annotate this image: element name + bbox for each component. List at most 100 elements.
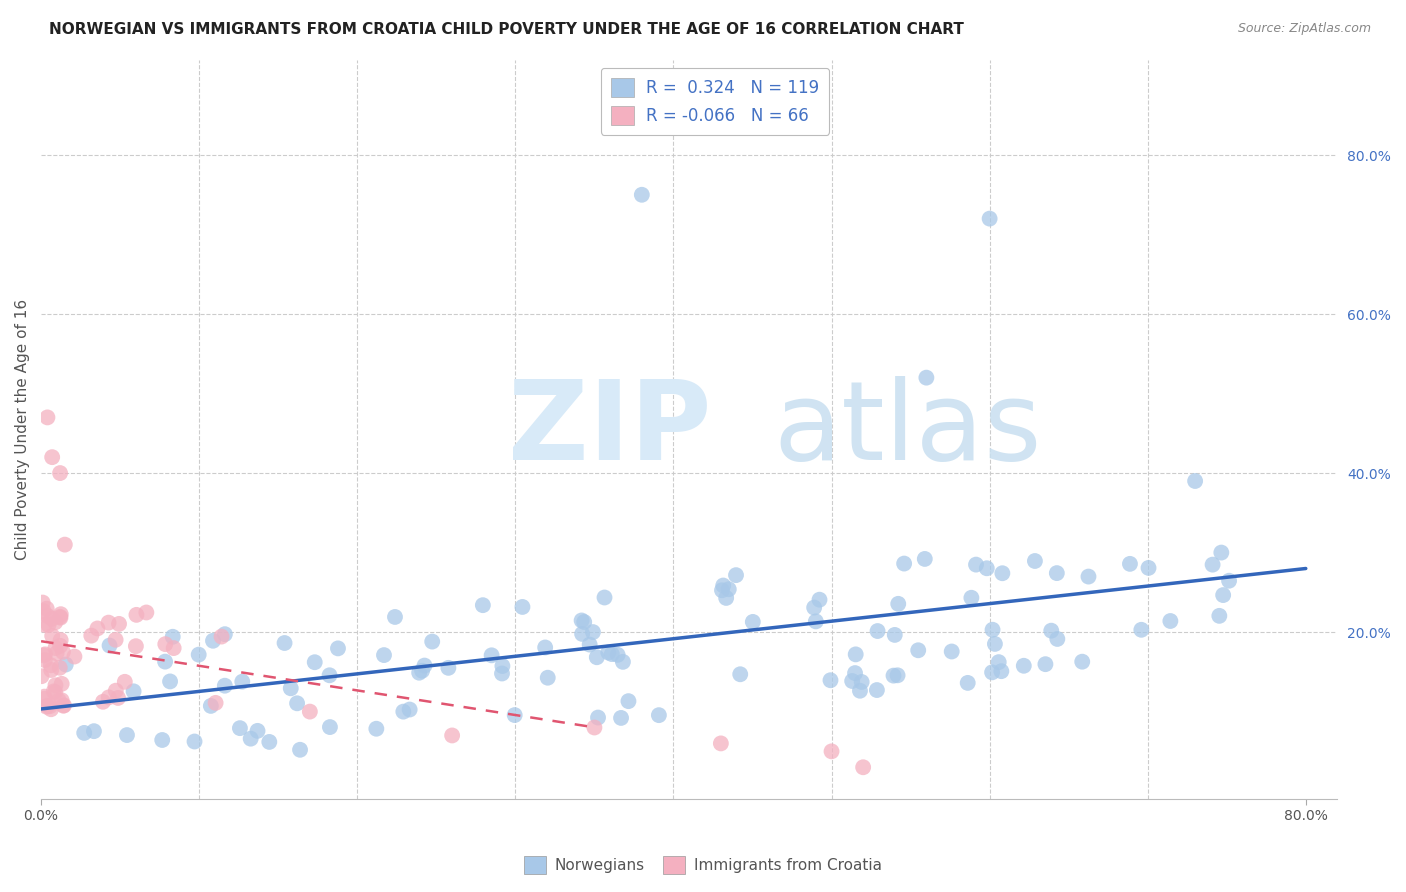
Point xyxy=(882,668,904,682)
Point xyxy=(107,690,129,705)
Point xyxy=(808,592,831,607)
Point xyxy=(866,624,889,638)
Point xyxy=(886,668,908,682)
Point xyxy=(318,668,340,682)
Point xyxy=(1212,588,1234,602)
Point xyxy=(183,734,205,748)
Point xyxy=(907,643,929,657)
Point xyxy=(229,721,252,735)
Point xyxy=(437,661,460,675)
Point xyxy=(125,607,148,622)
Point xyxy=(1201,558,1223,572)
Text: ZIP: ZIP xyxy=(508,376,711,483)
Point xyxy=(98,639,121,653)
Point xyxy=(273,636,295,650)
Point xyxy=(845,648,868,662)
Point xyxy=(373,648,395,662)
Point xyxy=(598,646,620,660)
Point xyxy=(915,370,938,384)
Point xyxy=(965,558,987,572)
Point xyxy=(122,684,145,698)
Point xyxy=(55,657,77,672)
Point xyxy=(125,639,148,653)
Point xyxy=(304,655,326,669)
Point xyxy=(1040,624,1063,638)
Point xyxy=(280,681,302,696)
Point xyxy=(1184,474,1206,488)
Point xyxy=(398,702,420,716)
Point xyxy=(990,664,1012,678)
Point xyxy=(214,627,236,641)
Point xyxy=(214,679,236,693)
Point xyxy=(960,591,983,605)
Point xyxy=(44,685,66,699)
Point xyxy=(35,698,58,713)
Point xyxy=(41,450,63,465)
Point xyxy=(392,705,415,719)
Point xyxy=(53,698,76,713)
Point xyxy=(1137,561,1160,575)
Point xyxy=(31,669,53,683)
Point xyxy=(49,607,72,622)
Point xyxy=(153,655,176,669)
Point xyxy=(849,683,872,698)
Point xyxy=(34,617,56,632)
Point xyxy=(420,634,443,648)
Point xyxy=(366,722,388,736)
Point xyxy=(39,702,62,716)
Point xyxy=(411,664,433,678)
Point xyxy=(285,696,308,710)
Point xyxy=(841,673,863,688)
Point xyxy=(202,633,225,648)
Point xyxy=(49,466,72,480)
Point xyxy=(51,677,73,691)
Point xyxy=(49,610,72,624)
Point xyxy=(187,648,209,662)
Point xyxy=(851,675,873,690)
Point xyxy=(610,711,633,725)
Point xyxy=(298,705,321,719)
Point xyxy=(710,736,733,750)
Point xyxy=(39,663,62,677)
Point xyxy=(804,615,827,629)
Point xyxy=(585,650,607,665)
Point xyxy=(741,615,763,629)
Point xyxy=(648,708,671,723)
Point xyxy=(606,648,628,662)
Point xyxy=(979,211,1001,226)
Point xyxy=(83,724,105,739)
Point xyxy=(803,600,825,615)
Point xyxy=(32,648,55,663)
Point xyxy=(35,601,58,615)
Point xyxy=(617,694,640,708)
Point xyxy=(1046,632,1069,646)
Point xyxy=(52,645,75,659)
Point xyxy=(246,723,269,738)
Point xyxy=(578,638,600,652)
Point xyxy=(44,678,66,692)
Point xyxy=(326,641,349,656)
Point xyxy=(711,578,734,592)
Point xyxy=(537,671,560,685)
Point xyxy=(384,610,406,624)
Point xyxy=(883,628,905,642)
Point xyxy=(571,614,593,628)
Point xyxy=(976,561,998,575)
Point xyxy=(852,760,875,774)
Point xyxy=(571,627,593,641)
Point xyxy=(34,690,56,704)
Point xyxy=(724,568,747,582)
Point xyxy=(49,633,72,648)
Point xyxy=(48,661,70,675)
Point xyxy=(1046,566,1069,581)
Point xyxy=(820,673,842,688)
Point xyxy=(97,615,120,630)
Point xyxy=(612,655,634,669)
Point xyxy=(1218,574,1240,588)
Point xyxy=(108,616,131,631)
Point xyxy=(86,622,108,636)
Point xyxy=(408,665,430,680)
Point xyxy=(534,640,557,655)
Point xyxy=(413,658,436,673)
Point xyxy=(49,639,72,653)
